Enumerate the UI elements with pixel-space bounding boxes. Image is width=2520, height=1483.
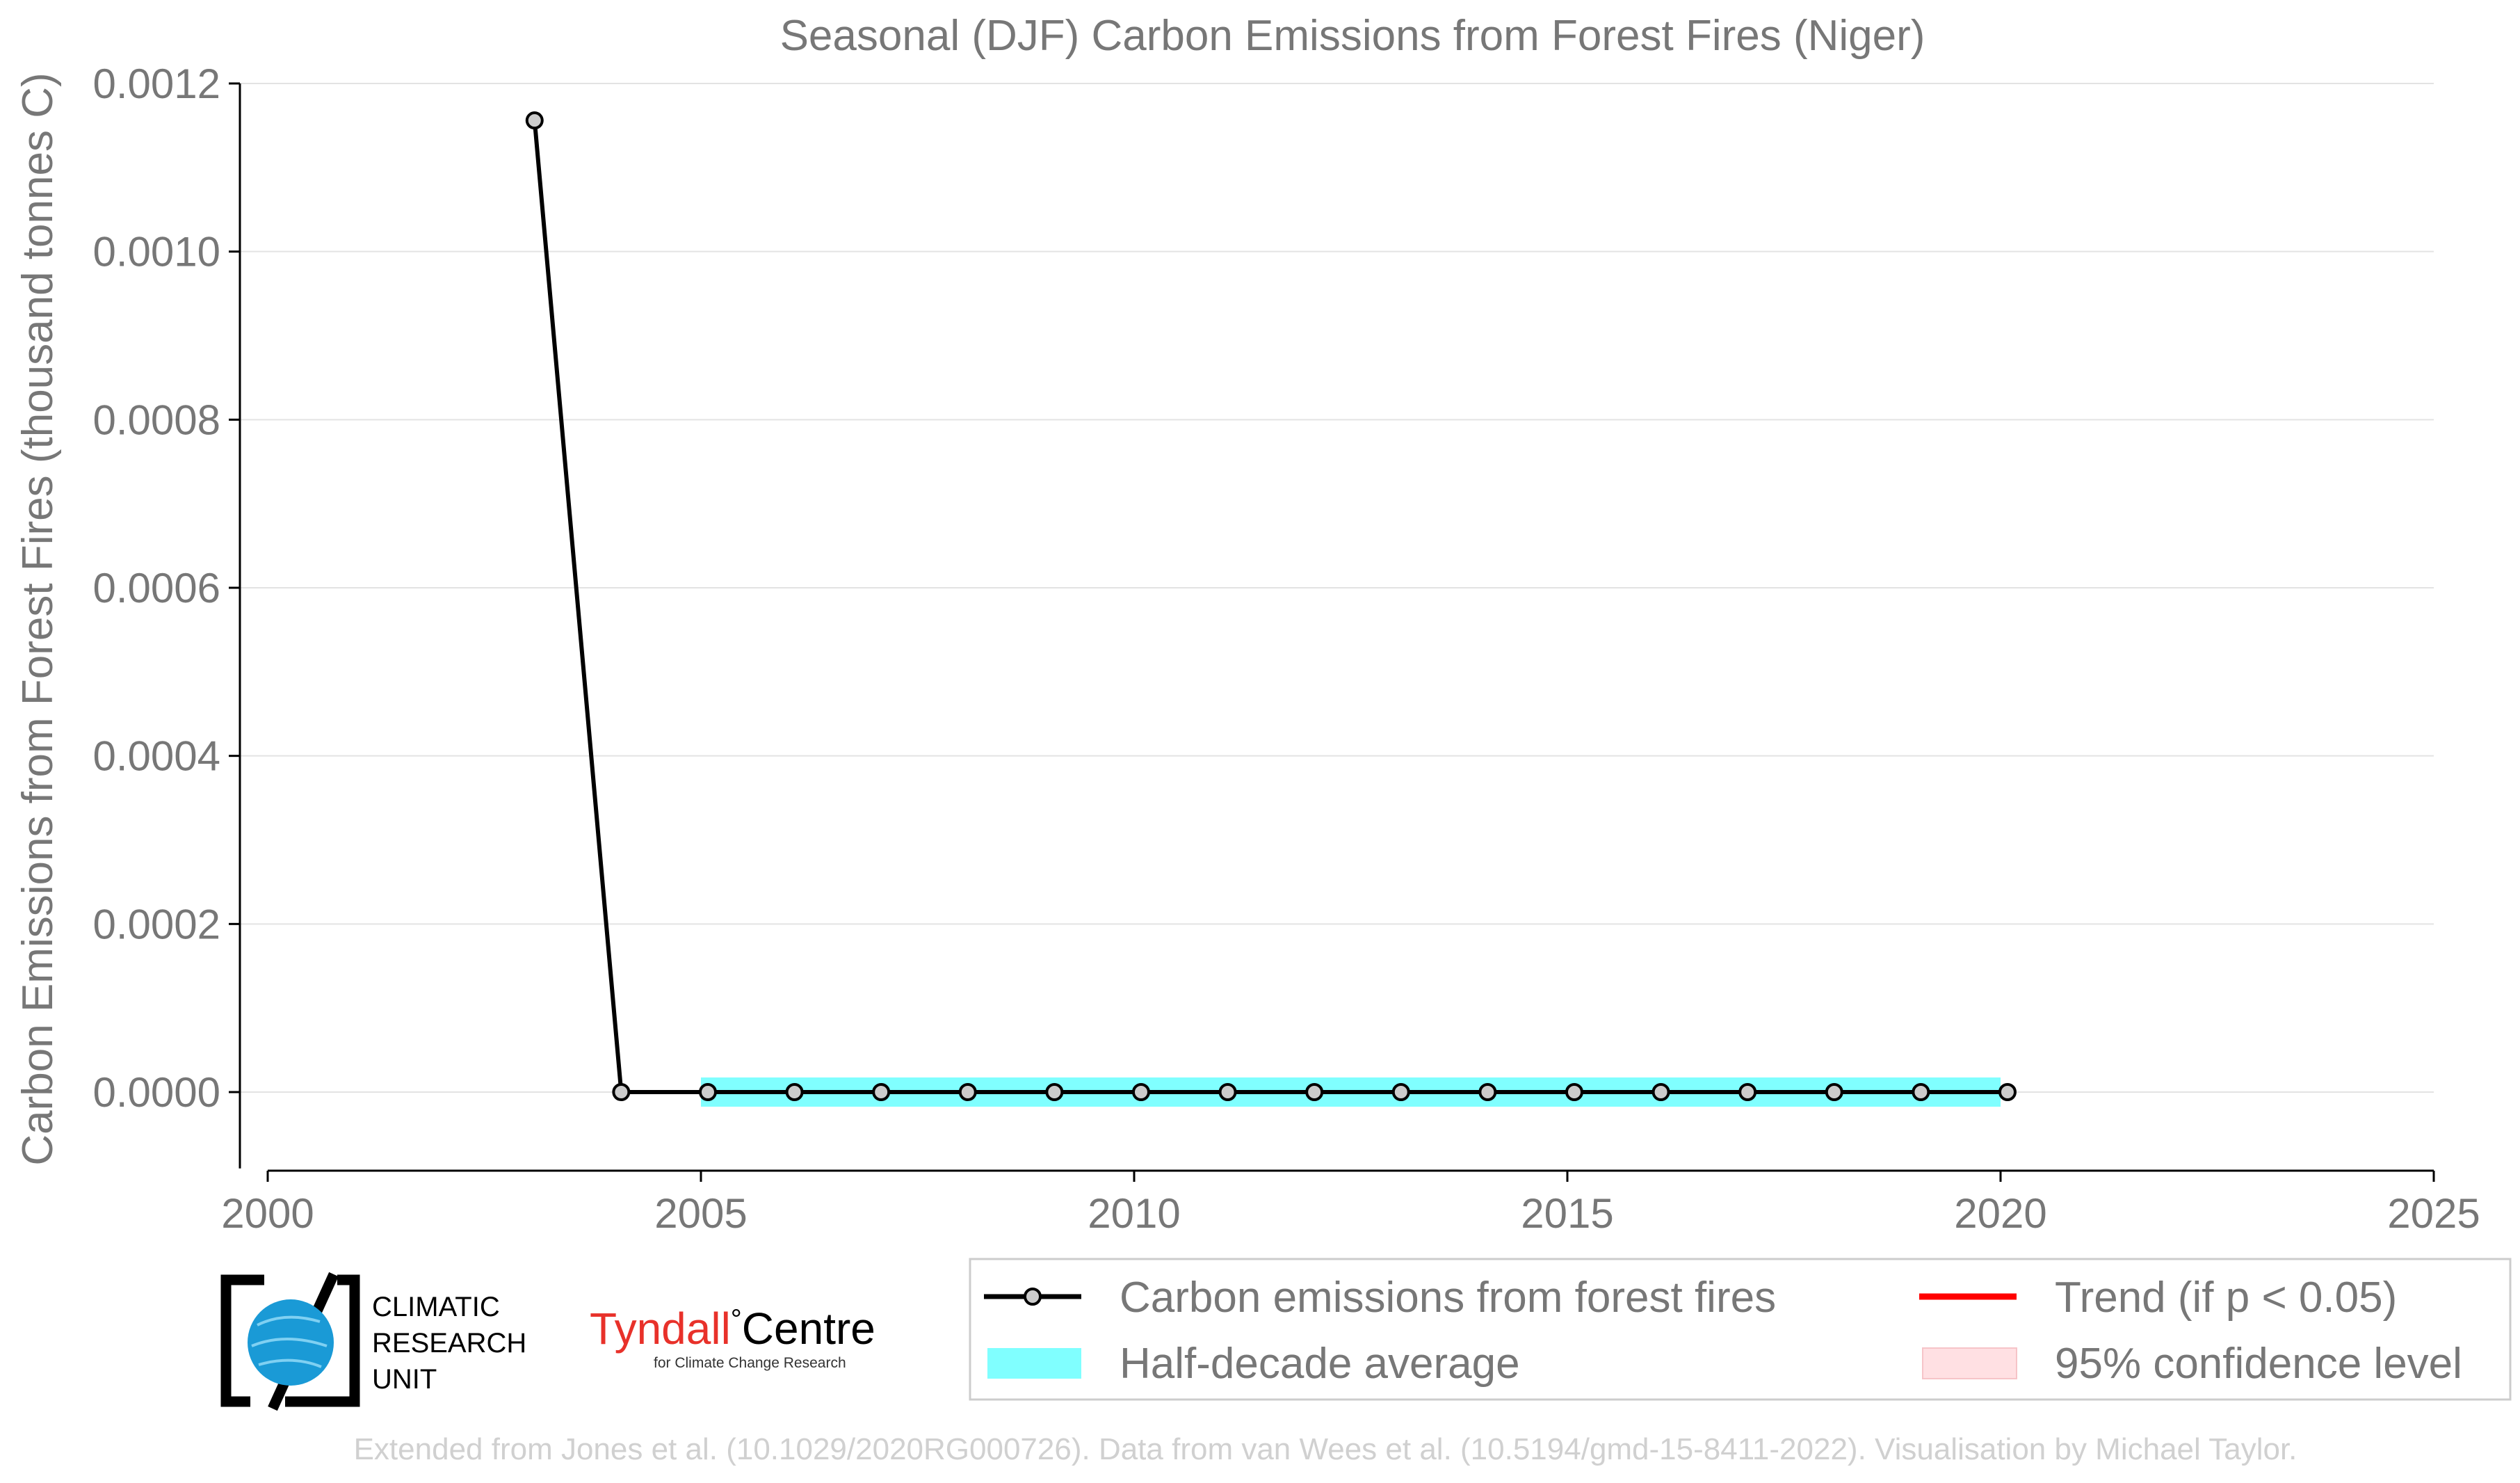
legend-emissions-marker-swatch (1024, 1288, 1042, 1306)
emissions-point (1131, 1083, 1150, 1101)
cru-text-line2: RESEARCH (372, 1328, 526, 1358)
axes (229, 82, 2435, 1182)
y-tick-label: 0.0008 (92, 396, 220, 443)
legend-entry-half-decade: Half-decade average (987, 1340, 1520, 1388)
tyndall-degree: ° (731, 1304, 742, 1335)
x-tick-label: 2025 (2387, 1190, 2480, 1237)
y-tick-label: 0.0006 (92, 565, 220, 611)
legend-entry-emissions: Carbon emissions from forest fires (984, 1274, 1776, 1322)
legend-entry-confidence: 95% confidence level (1922, 1340, 2462, 1388)
tyndall-subtitle: for Climate Change Research (654, 1355, 846, 1371)
emissions-point (1738, 1083, 1757, 1101)
footer-credit: Extended from Jones et al. (10.1029/2020… (354, 1432, 2297, 1466)
tyndall-logo: Tyndall°Centre for Climate Change Resear… (590, 1304, 875, 1371)
cru-text-line3: UNIT (372, 1364, 437, 1395)
cru-text-line1: CLIMATIC (372, 1292, 500, 1322)
cru-logo: CLIMATIC RESEARCH UNIT (220, 1272, 526, 1411)
y-tick-label: 0.0004 (92, 733, 220, 780)
emissions-point (1305, 1083, 1324, 1101)
legend-entry-trend: Trend (if p < 0.05) (1919, 1274, 2397, 1322)
emissions-point (1218, 1083, 1237, 1101)
tick-labels: 0.0000 0.0002 0.0004 0.0006 0.0008 0.0010 0.00… (92, 61, 2480, 1237)
data-markers (525, 111, 2017, 1101)
chart-title: Seasonal (DJF) Carbon Emissions from For… (780, 12, 1925, 60)
gridlines (240, 83, 2434, 1093)
legend-half-decade-swatch (987, 1348, 1081, 1379)
x-tick-label: 2015 (1521, 1190, 1613, 1237)
x-tick-label: 2010 (1088, 1190, 1180, 1237)
series-lines (532, 120, 2008, 1094)
legend-frame (969, 1258, 2512, 1401)
emissions-point (1478, 1083, 1497, 1101)
legend-label-half-decade: Half-decade average (1120, 1340, 1520, 1388)
x-tick-label: 2000 (221, 1190, 314, 1237)
tyndall-wordmark: Tyndall°Centre (590, 1304, 875, 1354)
y-tick-label: 0.0002 (92, 901, 220, 947)
emissions-point (1391, 1083, 1410, 1101)
emissions-point (958, 1083, 977, 1101)
tyndall-wordmark-left: Tyndall (590, 1304, 731, 1354)
emissions-point (1912, 1083, 1930, 1101)
emissions-point (698, 1083, 717, 1101)
emissions-point (1825, 1083, 1843, 1101)
y-tick-label: 0.0000 (92, 1069, 220, 1116)
tyndall-wordmark-right: Centre (742, 1304, 875, 1354)
emissions-line (532, 120, 2008, 1094)
legend-confidence-swatch (1922, 1347, 2017, 1379)
y-axis-label: Carbon Emissions from Forest Fires (thou… (14, 72, 62, 1165)
legend: Carbon emissions from forest fires Trend… (969, 1258, 2512, 1401)
emissions-point (525, 111, 544, 130)
legend-label-emissions: Carbon emissions from forest fires (1120, 1274, 1776, 1322)
x-tick-label: 2020 (1954, 1190, 2046, 1237)
legend-label-confidence: 95% confidence level (2055, 1340, 2462, 1388)
emissions-point (1651, 1083, 1670, 1101)
y-tick-label: 0.0012 (92, 61, 220, 107)
emissions-point (1045, 1083, 1064, 1101)
globe-swirl-lines (251, 1315, 328, 1368)
emissions-point (872, 1083, 891, 1101)
x-tick-label: 2005 (654, 1190, 747, 1237)
emissions-point (1565, 1083, 1583, 1101)
emissions-point (785, 1083, 804, 1101)
y-tick-label: 0.0010 (92, 229, 220, 275)
legend-label-trend: Trend (if p < 0.05) (2055, 1274, 2397, 1322)
emissions-point (1998, 1083, 2017, 1101)
emissions-point (612, 1083, 631, 1101)
